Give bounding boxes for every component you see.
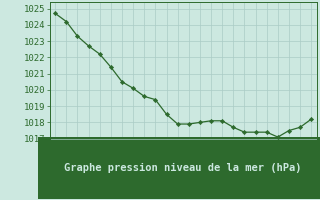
X-axis label: Graphe pression niveau de la mer (hPa): Graphe pression niveau de la mer (hPa) bbox=[64, 163, 302, 173]
